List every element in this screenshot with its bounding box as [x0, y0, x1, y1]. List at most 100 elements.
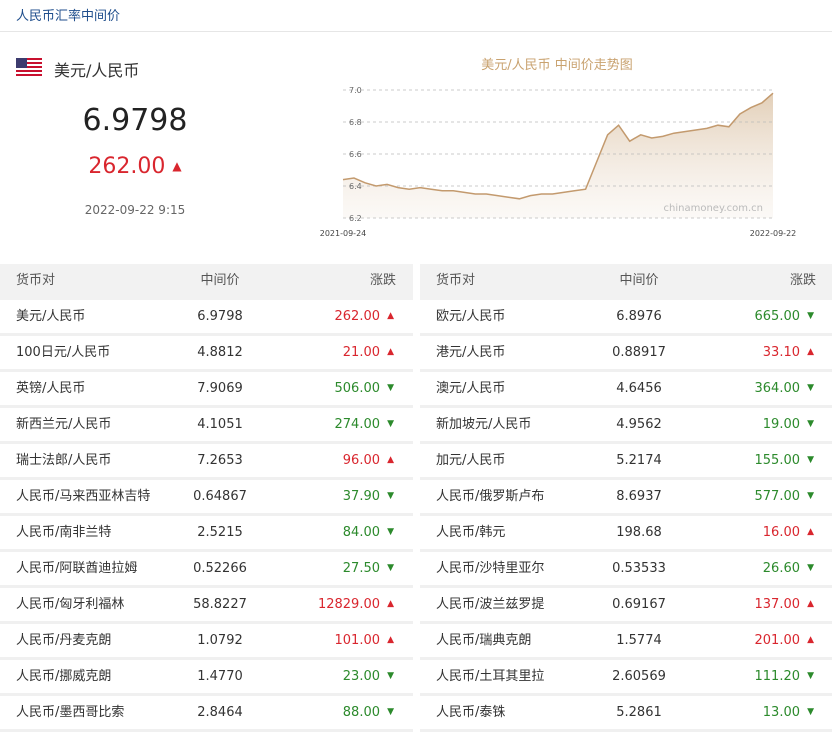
price: 1.0792	[197, 633, 243, 648]
arrow: ▼	[807, 491, 814, 501]
pair-name: 新加坡元/人民币	[436, 417, 532, 432]
header-cell: 货币对	[16, 273, 56, 288]
price: 2.8464	[197, 705, 243, 720]
change-value: 262.00	[88, 154, 166, 179]
x-tick-label: 2021-09-24	[320, 229, 367, 238]
table-header: 货币对 中间价 涨跌	[420, 264, 832, 300]
table-row: 人民币/挪威克朗 1.4770 23.00 ▼	[0, 660, 413, 696]
price: 5.2861	[616, 705, 662, 720]
table-row: 人民币/南非兰特 2.5215 84.00 ▼	[0, 516, 413, 552]
table-row: 人民币/丹麦克朗 1.0792 101.00 ▲	[0, 624, 413, 660]
arrow: ▼	[387, 491, 394, 501]
arrow: ▼	[807, 383, 814, 393]
pair-name: 新西兰元/人民币	[16, 417, 112, 432]
x-tick-label: 2022-09-22	[750, 229, 797, 238]
y-tick-label: 7.0	[349, 86, 362, 95]
change: 101.00	[334, 633, 381, 648]
price: 7.9069	[197, 381, 243, 396]
change: 88.00	[342, 705, 380, 720]
change: 262.00 ▲	[0, 154, 270, 179]
arrow: ▲	[387, 599, 394, 609]
table-header: 货币对 中间价 涨跌	[0, 264, 413, 300]
table-row: 加元/人民币 5.2174 155.00 ▼	[420, 444, 832, 480]
arrow: ▲	[387, 347, 394, 357]
price: 6.8976	[616, 309, 662, 324]
change: 16.00	[762, 525, 800, 540]
change: 23.00	[342, 669, 380, 684]
pair-name: 人民币/瑞典克朗	[436, 633, 532, 648]
change: 274.00	[334, 417, 381, 432]
y-tick-label: 6.6	[349, 150, 362, 159]
pair-name: 欧元/人民币	[436, 309, 506, 324]
table-row: 100日元/人民币 4.8812 21.00 ▲	[0, 336, 413, 372]
divider	[0, 31, 832, 32]
table-row: 人民币/泰铢 5.2861 13.00 ▼	[420, 696, 832, 732]
arrow: ▲	[807, 635, 814, 645]
y-tick-label: 6.2	[349, 214, 362, 223]
change: 364.00	[754, 381, 801, 396]
header-cell: 涨跌	[369, 273, 396, 288]
pair-name: 英镑/人民币	[16, 381, 86, 396]
price: 4.9562	[616, 417, 662, 432]
table-row: 人民币/瑞典克朗 1.5774 201.00 ▲	[420, 624, 832, 660]
change: 262.00	[334, 309, 381, 324]
arrow: ▼	[387, 419, 394, 429]
arrow: ▲	[807, 527, 814, 537]
pair-name: 美元/人民币	[16, 309, 86, 324]
arrow: ▼	[387, 383, 394, 393]
change: 13.00	[762, 705, 800, 720]
pair-name: 100日元/人民币	[16, 345, 111, 360]
line	[342, 92, 774, 200]
change: 665.00	[754, 309, 801, 324]
header-cell: 中间价	[200, 273, 240, 288]
change: 33.10	[762, 345, 800, 360]
header-cell: 货币对	[436, 273, 476, 288]
arrow: ▼	[807, 671, 814, 681]
arrow: ▼	[807, 563, 814, 573]
change: 21.00	[342, 345, 380, 360]
change: 96.00	[342, 453, 380, 468]
pair-name: 澳元/人民币	[436, 381, 506, 396]
us-flag	[16, 58, 42, 76]
price: 0.52266	[193, 561, 247, 576]
table-row: 人民币/阿联酋迪拉姆 0.52266 27.50 ▼	[0, 552, 413, 588]
pair-name: 美元/人民币	[54, 61, 140, 80]
change: 201.00	[754, 633, 801, 648]
area	[343, 93, 773, 218]
pair-name: 人民币/墨西哥比索	[16, 705, 125, 720]
pair-name: 加元/人民币	[436, 453, 506, 468]
arrow: ▲	[807, 347, 814, 357]
arrow: ▲	[387, 635, 394, 645]
price: 8.6937	[616, 489, 662, 504]
pair-name: 人民币/土耳其里拉	[436, 669, 545, 684]
header-cell: 中间价	[619, 273, 659, 288]
change: 137.00	[754, 597, 801, 612]
arrow: ▼	[387, 527, 394, 537]
trend-chart: 美元/人民币 中间价走势图 7.0 6.8 6.6 6.4 6.2 chinamoney.…	[320, 57, 797, 238]
pair-name: 人民币/韩元	[436, 525, 506, 540]
pair-name: 人民币/俄罗斯卢布	[436, 489, 545, 504]
table-row: 人民币/土耳其里拉 2.60569 111.20 ▼	[420, 660, 832, 696]
price: 0.69167	[612, 597, 666, 612]
price: 4.8812	[197, 345, 243, 360]
change: 27.50	[342, 561, 380, 576]
pair-name: 瑞士法郎/人民币	[16, 453, 112, 468]
table-row: 人民币/墨西哥比索 2.8464 88.00 ▼	[0, 696, 413, 732]
change: 84.00	[342, 525, 380, 540]
price: 6.9798	[197, 309, 243, 324]
table-row: 人民币/波兰兹罗提 0.69167 137.00 ▲	[420, 588, 832, 624]
arrow: ▼	[387, 707, 394, 717]
table-row: 港元/人民币 0.88917 33.10 ▲	[420, 336, 832, 372]
price: 198.68	[616, 525, 662, 540]
price: 5.2174	[616, 453, 662, 468]
pair-name: 人民币/波兰兹罗提	[436, 597, 545, 612]
timestamp: 2022-09-22 9:15	[84, 203, 186, 217]
pair-name: 人民币/丹麦克朗	[16, 633, 112, 648]
price: 58.8227	[193, 597, 247, 612]
table-row: 人民币/俄罗斯卢布 8.6937 577.00 ▼	[420, 480, 832, 516]
pair-name: 人民币/沙特里亚尔	[436, 561, 545, 576]
pair-name: 港元/人民币	[436, 345, 506, 360]
pair-name: 人民币/挪威克朗	[16, 669, 112, 684]
pair-name: 人民币/南非兰特	[16, 525, 112, 540]
arrow: ▲	[387, 455, 394, 465]
